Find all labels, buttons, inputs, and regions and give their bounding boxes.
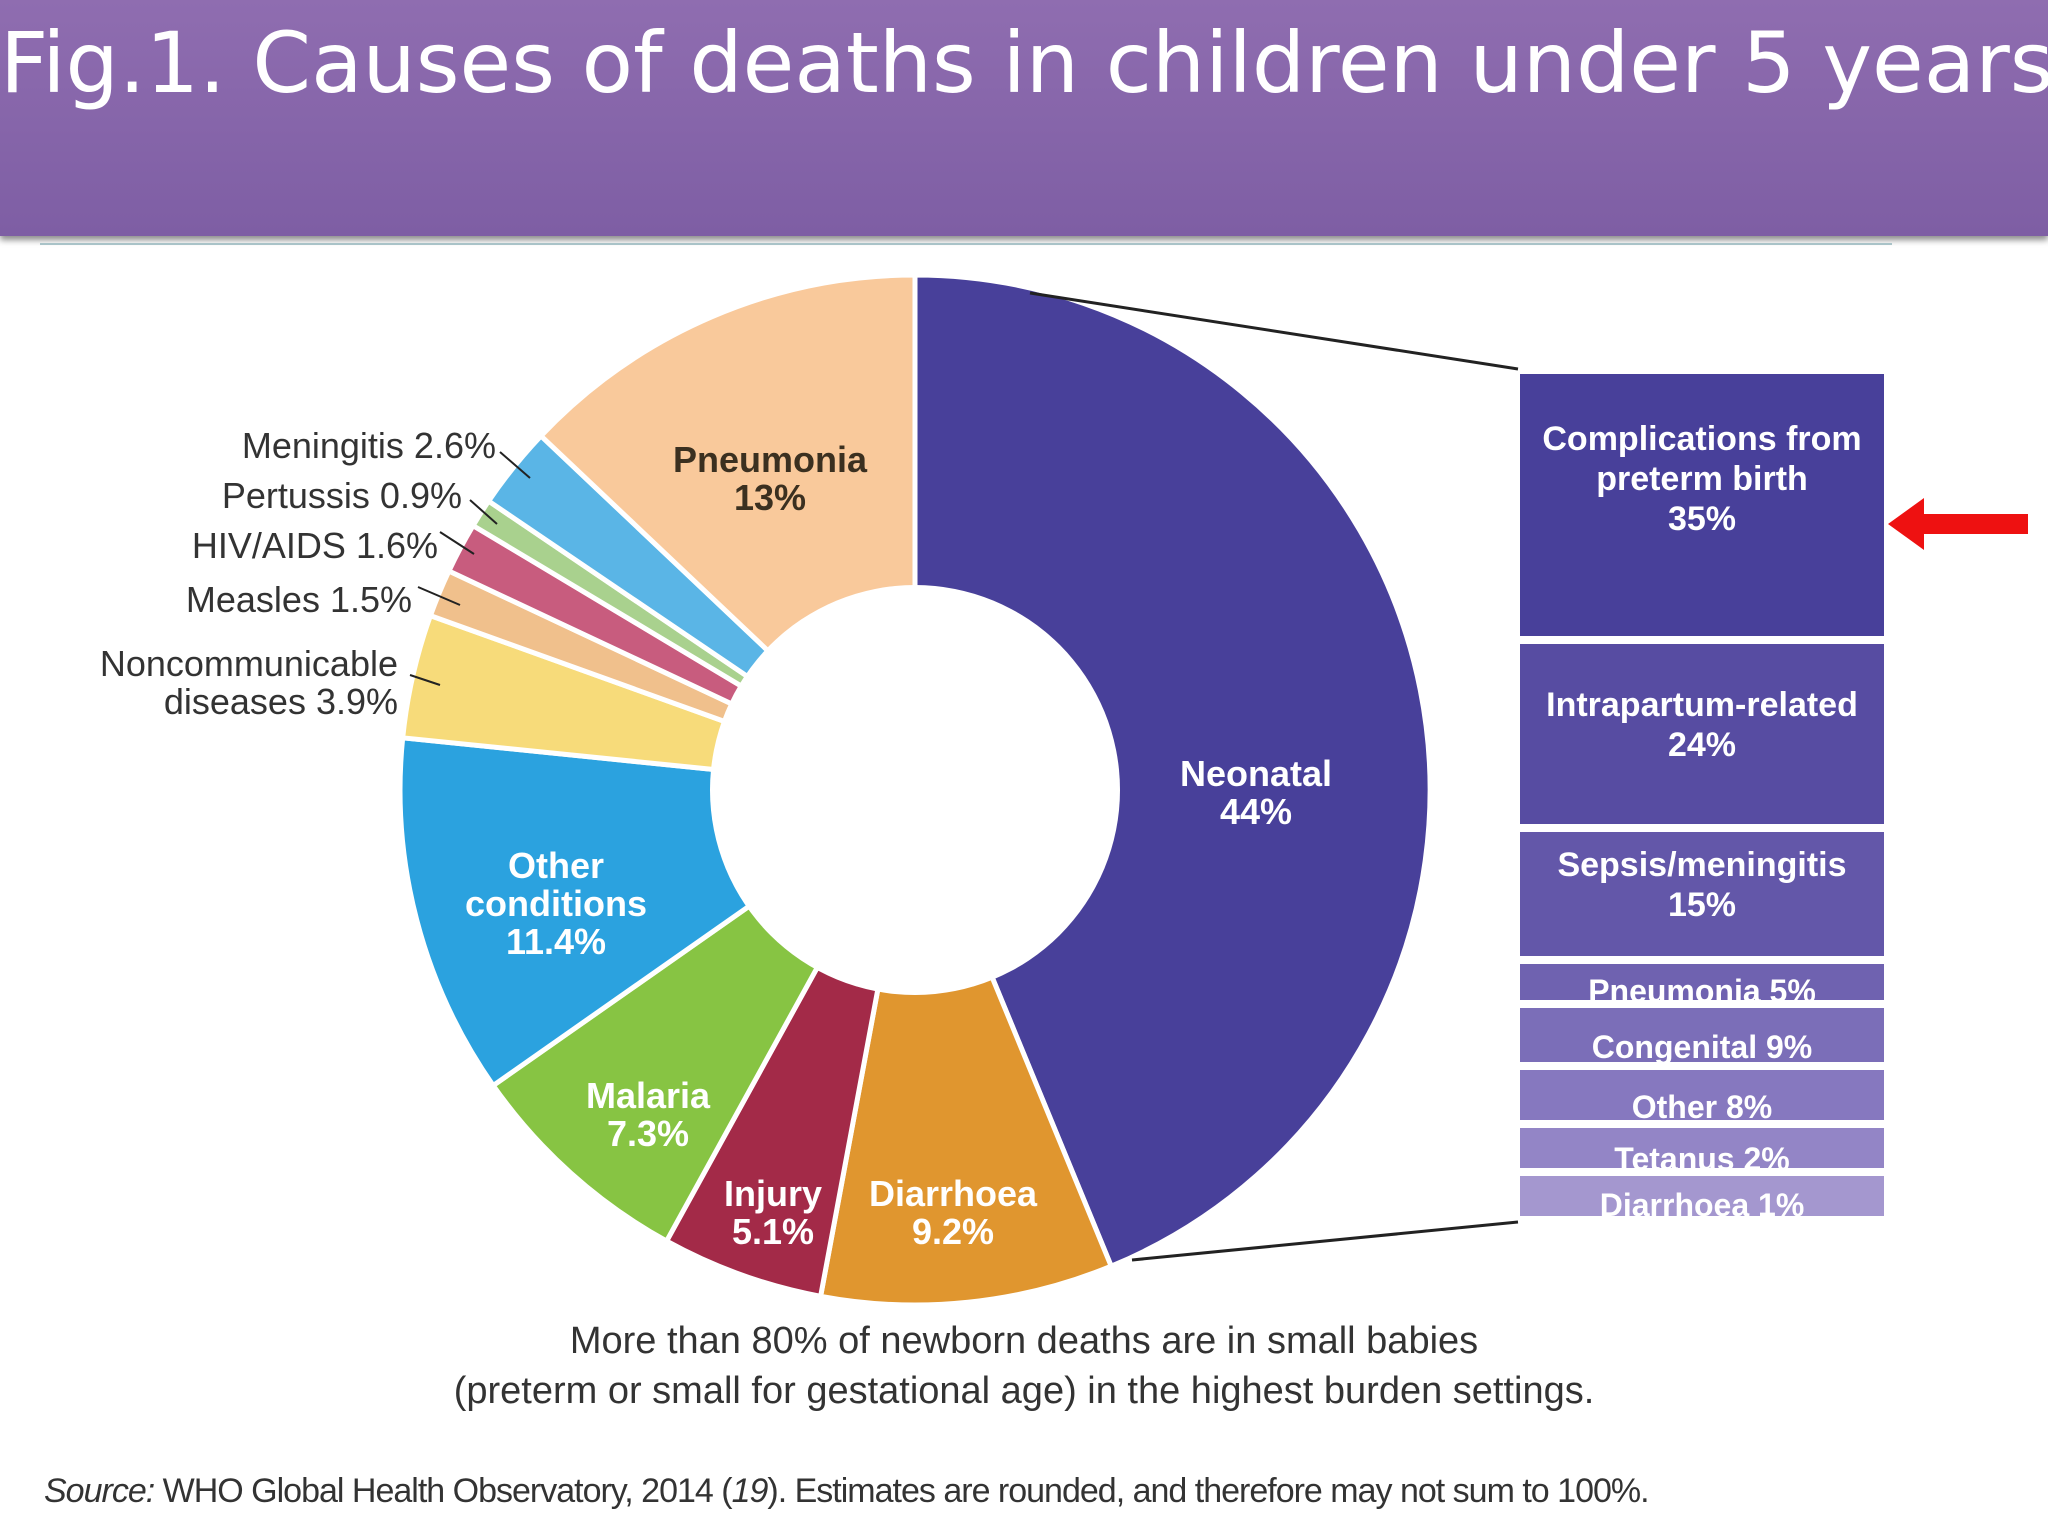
breakdown-label-intrapartum-related-line-1: Intrapartum-related [1546,686,1858,724]
breakdown-label-sepsis-meningitis-line-2: 15% [1668,886,1736,924]
outside-label-meningitis-2-6: Meningitis 2.6% [242,425,496,466]
leader-line-noncommunicable [409,674,441,686]
inside-label-injury-line-1: Injury [724,1173,822,1214]
caption-line-1: More than 80% of newborn deaths are in s… [569,1320,1479,1362]
breakdown-connectors [1029,291,1519,1262]
breakdown-box-sepsis-meningitis [1520,832,1884,956]
inside-label-malaria-line-2: 7.3% [607,1113,689,1154]
breakdown-box-congenital-9 [1520,1008,1884,1062]
breakdown-label-tetanus-2-line-1: Tetanus 2% [1614,1141,1789,1177]
connector-bottom-line [1131,1220,1519,1262]
breakdown-label-intrapartum-related-line-2: 24% [1668,726,1736,764]
inside-label-pneumonia-line-1: Pneumonia [673,439,868,480]
inside-label-other-line-1: Other [508,845,604,886]
breakdown-label-diarrhoea-1-line-1: Diarrhoea 1% [1600,1187,1805,1223]
leader-line-meningitis [499,451,531,479]
page-title: Fig.1. Causes of deaths in children unde… [0,14,2048,112]
title-bar: Fig.1. Causes of deaths in children unde… [0,0,2048,236]
breakdown-label-complications-from-line-2: preterm birth [1596,460,1808,498]
breakdown-label-pneumonia-5-line-1: Pneumonia 5% [1588,973,1816,1009]
inside-label-other-line-2: conditions [465,883,647,924]
red-arrow-icon [1888,498,2028,550]
breakdown-box-complications-from [1520,374,1884,636]
breakdown-label-complications-from-line-3: 35% [1668,500,1736,538]
inside-label-injury-line-2: 5.1% [732,1211,814,1252]
source-note: Source: WHO Global Health Observatory, 2… [44,1472,1650,1511]
inside-label-other-line-3: 11.4% [506,921,606,962]
caption-line-2: (preterm or small for gestational age) i… [453,1370,1595,1412]
outside-labels: Meningitis 2.6% Pertussis 0.9% HIV/AIDS 1.… [100,425,496,722]
source-label: Source: [44,1472,155,1510]
breakdown-label-other-8-line-1: Other 8% [1632,1089,1772,1125]
source-ref: 19 [731,1472,769,1510]
inside-label-neonatal-line-2: 44% [1220,791,1292,832]
inside-label-neonatal-line-1: Neonatal [1180,753,1332,794]
inside-label-diarrhoea-line-1: Diarrhoea [869,1173,1038,1214]
leader-line-measles [417,586,461,606]
source-text-before: WHO Global Health Observatory, 2014 ( [154,1472,733,1510]
source-text-after: ). Estimates are rounded, and therefore … [767,1472,1649,1510]
breakdown-box-intrapartum-related [1520,644,1884,824]
leader-lines [409,451,531,686]
slice-neonatal [912,272,1433,1270]
inside-label-diarrhoea-line-2: 9.2% [912,1211,994,1252]
breakdown-label-sepsis-meningitis-line-1: Sepsis/meningitis [1557,846,1846,884]
outside-label-diseases-3-9: diseases 3.9% [164,681,398,722]
outside-label-hiv-aids-1-6: HIV/AIDS 1.6% [192,525,438,566]
breakdown-box-tetanus-2 [1520,1128,1884,1168]
breakdown-box-other-8 [1520,1070,1884,1120]
donut-hole [710,585,1120,995]
inside-label-malaria-line-1: Malaria [586,1075,711,1116]
breakdown-box-pneumonia-5 [1520,964,1884,1000]
outside-label-noncommunicable: Noncommunicable [100,643,398,684]
connector-top-line [1029,291,1519,371]
breakdown-box-diarrhoea-1 [1520,1176,1884,1216]
breakdown-label-congenital-9-line-1: Congenital 9% [1592,1029,1812,1065]
leader-line-hiv [439,531,475,555]
inside-label-pneumonia-line-2: 13% [734,477,806,518]
breakdown-label-complications-from-line-1: Complications from [1542,420,1861,458]
outside-label-measles-1-5: Measles 1.5% [186,579,412,620]
divider [40,243,1892,245]
leader-line-pertussis [469,499,498,525]
outside-label-pertussis-0-9: Pertussis 0.9% [222,475,462,516]
